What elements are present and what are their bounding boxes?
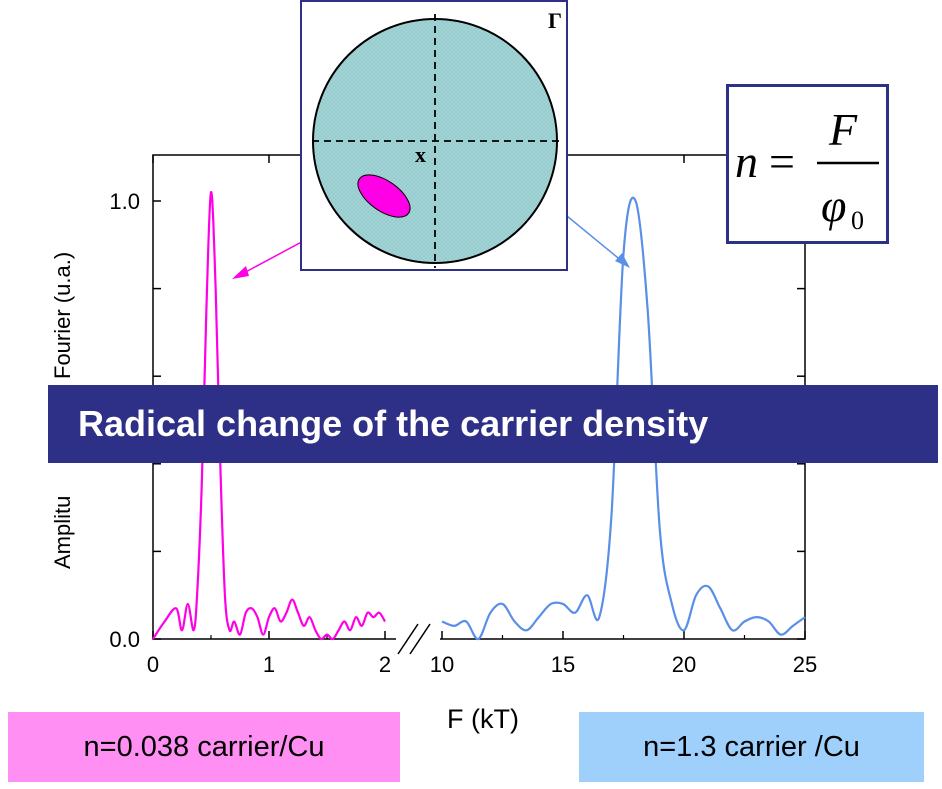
blue-carrier-text: n=1.3 carrier /Cu: [643, 730, 860, 763]
series-group: [152, 191, 806, 641]
x-axis-label: F (kT): [447, 704, 519, 734]
axis-break-mask: [396, 630, 440, 648]
formula-denominator: φ: [821, 180, 846, 231]
formula-equals: =: [769, 136, 795, 187]
hole-pocket: [357, 174, 411, 218]
x-tick-label: 2: [379, 652, 391, 677]
axis-break-mark-left: [397, 623, 419, 655]
fermi-surface-inset: Γ x: [300, 0, 568, 271]
y-tick-label: 0.0: [109, 627, 140, 652]
y-tick-label: 1.0: [109, 189, 140, 214]
series-line-2: [441, 196, 806, 641]
axis-ticks: 0 1 2 10 15 20 25 0.0 1.0: [109, 155, 817, 677]
pink-arrowhead: [232, 266, 249, 279]
series-line-1: [152, 191, 386, 641]
x-tick-label: 0: [147, 652, 159, 677]
axis-break-mark-right: [409, 623, 431, 655]
y-axis-label-visible-part: Fourier (u.a.): [50, 252, 75, 379]
blue-carrier-badge: n=1.3 carrier /Cu: [579, 712, 924, 782]
formula-denominator-subscript: 0: [851, 206, 864, 235]
formula-box: n = F φ 0: [726, 84, 889, 244]
x-tick-label: 20: [672, 652, 696, 677]
y-axis-label-hidden-part: Amplitu: [50, 496, 75, 569]
x-tick-label: 15: [551, 652, 575, 677]
banner-text: Radical change of the carrier density: [78, 403, 709, 444]
gamma-label: Γ: [548, 8, 562, 33]
x-tick-label: 25: [793, 652, 817, 677]
pink-carrier-text: n=0.038 carrier/Cu: [83, 730, 325, 763]
x-tick-label: 1: [263, 652, 275, 677]
formula-lhs: n: [735, 136, 758, 187]
fermi-surface-drawing: Γ x: [312, 8, 564, 268]
formula-numerator: F: [828, 104, 858, 155]
x-point-label: x: [415, 142, 426, 167]
blue-arrowhead: [615, 253, 630, 268]
banner: Radical change of the carrier density: [48, 385, 938, 463]
x-tick-label: 10: [430, 652, 454, 677]
pink-carrier-badge: n=0.038 carrier/Cu: [8, 712, 400, 782]
formula-drawing: n = F φ 0: [735, 104, 879, 235]
